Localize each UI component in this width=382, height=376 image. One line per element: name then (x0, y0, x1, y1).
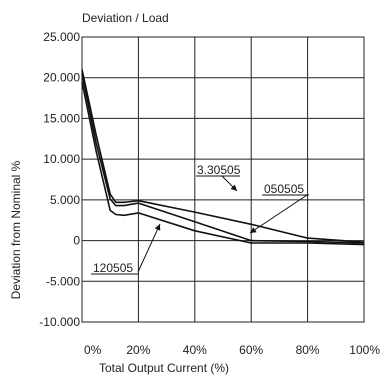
series-label-2: 120505 (93, 261, 133, 275)
y-tick-label: 0 (73, 234, 80, 248)
x-axis-label: Total Output Current (%) (99, 361, 229, 375)
series-label-0: 3.30505 (197, 163, 241, 177)
series-lines (81, 69, 365, 246)
series-leader-arrow-1 (250, 227, 257, 233)
y-tick-labels: 25.000 20.000 15.000 10.000 5.000 0 -5.000 -10.… (39, 30, 80, 329)
y-axis-label: Deviation from Nominal % (9, 160, 23, 299)
x-tick-labels: 0% 20% 40% 60% 80% 100% (84, 343, 380, 357)
y-tick-label: 25.000 (43, 30, 80, 44)
x-tick-label: 100% (349, 343, 380, 357)
series-annotations: 3.30505 050505 120505 (91, 163, 309, 275)
series-line-1 (81, 73, 365, 244)
y-tick-label: 10.000 (43, 152, 80, 166)
x-tick-label: 20% (126, 343, 150, 357)
y-tick-label: 5.000 (50, 193, 80, 207)
series-label-1: 050505 (264, 182, 304, 196)
plot-frame (81, 36, 365, 323)
chart-title: Deviation / Load (82, 11, 169, 25)
series-leader-arrow-0 (230, 184, 237, 191)
x-tick-label: 80% (296, 343, 320, 357)
y-tick-label: 20.000 (43, 71, 80, 85)
grid-lines (81, 36, 365, 323)
x-tick-label: 40% (183, 343, 207, 357)
series-leader-arrow-2 (154, 224, 161, 231)
series-line-2 (81, 81, 365, 246)
series-leader-line-2 (137, 223, 161, 273)
x-tick-label: 0% (84, 343, 102, 357)
y-tick-label: 15.000 (43, 111, 80, 125)
series-line-0 (81, 69, 365, 243)
y-tick-label: -10.000 (39, 315, 80, 329)
x-tick-label: 60% (239, 343, 263, 357)
y-tick-label: -5.000 (46, 274, 80, 288)
series-leader-line-1 (249, 194, 308, 234)
